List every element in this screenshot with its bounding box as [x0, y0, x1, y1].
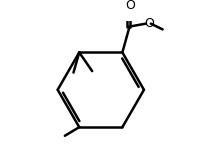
Text: O: O: [125, 0, 135, 12]
Text: O: O: [144, 17, 154, 30]
